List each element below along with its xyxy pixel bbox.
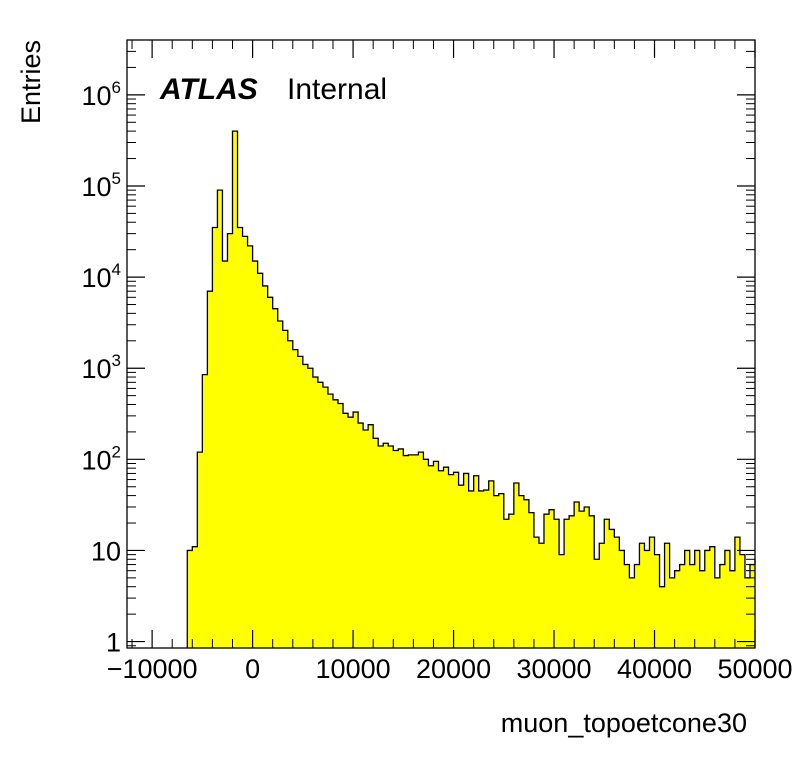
x-tick-label: 50000 (717, 654, 792, 684)
x-tick-label: 40000 (617, 654, 692, 684)
x-tick-label: 20000 (416, 654, 491, 684)
x-tick-label: −10000 (107, 654, 198, 684)
y-tick-label: 104 (81, 260, 121, 293)
x-axis-title: muon_topoetcone30 (501, 708, 747, 738)
plot-border (126, 39, 756, 649)
histogram-outline (186, 130, 756, 648)
x-tick-label: 30000 (516, 654, 591, 684)
y-tick-label: 10 (91, 536, 121, 566)
axis-ticks (127, 39, 756, 648)
tick-labels: −10000 0 10000 20000 30000 40000 50000 1 10 102 10… (81, 78, 792, 684)
y-tick-label: 1 (106, 628, 121, 658)
y-axis-title: Entries (16, 40, 46, 124)
y-tick-label: 103 (81, 351, 121, 384)
x-tick-label: 0 (245, 654, 260, 684)
plot-frame (126, 39, 756, 649)
atlas-label: ATLAS (159, 73, 258, 106)
internal-label: Internal (287, 73, 387, 106)
histogram-bars (186, 130, 756, 648)
histogram-fill (187, 131, 756, 648)
y-tick-label: 106 (81, 78, 121, 111)
y-tick-label: 102 (81, 442, 121, 475)
x-tick-label: 10000 (316, 654, 391, 684)
y-tick-label: 105 (81, 169, 121, 202)
